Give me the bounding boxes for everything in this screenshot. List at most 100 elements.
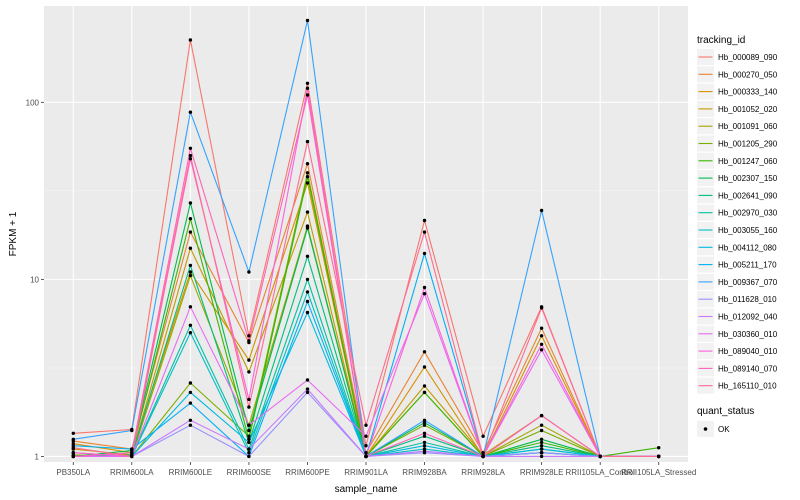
- data-point: [305, 277, 310, 282]
- data-point: [539, 208, 544, 213]
- x-tick-label: RRIM600LE: [169, 468, 213, 477]
- legend-quant-status-title: quant_status: [697, 406, 754, 417]
- data-point: [188, 270, 193, 274]
- data-point: [539, 440, 544, 445]
- data-point: [481, 434, 485, 438]
- x-tick-label: RRIM600PE: [285, 468, 329, 477]
- data-point: [305, 86, 310, 91]
- data-point: [422, 423, 427, 427]
- data-point: [188, 246, 193, 250]
- data-point: [422, 350, 427, 354]
- data-point: [305, 299, 310, 304]
- x-axis-title: sample_name: [335, 484, 398, 495]
- data-point: [539, 334, 544, 338]
- legend-entry-label: Hb_001205_290: [718, 140, 778, 149]
- data-point: [422, 421, 427, 425]
- legend-entry-label: Hb_012092_040: [718, 313, 778, 322]
- data-point: [247, 270, 251, 274]
- x-tick-label: RRIM901LA: [344, 468, 388, 477]
- legend-entry-label: Hb_001091_060: [718, 122, 778, 131]
- data-point: [305, 93, 310, 97]
- legend-entry-label: Hb_001247_060: [718, 157, 778, 166]
- data-point: [364, 454, 368, 459]
- data-point: [305, 171, 310, 175]
- data-point: [539, 306, 544, 310]
- legend-title: tracking_id: [697, 35, 745, 46]
- x-tick-label: RRIM600SE: [227, 468, 271, 477]
- data-point: [188, 146, 193, 150]
- data-point: [364, 444, 368, 448]
- x-axis: PB350LA RRIM600LA RRIM600LE RRIM600SE RRIM60…: [56, 462, 696, 477]
- data-point: [247, 437, 251, 441]
- data-point: [598, 454, 602, 459]
- data-point: [364, 434, 368, 438]
- data-point: [247, 358, 251, 362]
- data-point: [188, 323, 193, 327]
- data-point: [422, 434, 427, 438]
- data-point: [539, 451, 544, 455]
- data-point: [539, 342, 544, 346]
- legend-entry-label: Hb_001052_020: [718, 105, 778, 114]
- data-point: [481, 454, 485, 459]
- data-point: [71, 431, 76, 435]
- data-point: [188, 305, 193, 309]
- data-point: [364, 451, 368, 455]
- data-point: [305, 387, 310, 391]
- data-point: [188, 390, 193, 395]
- legend-entry-label: Hb_000333_140: [718, 88, 778, 97]
- y-tick-label: 10: [30, 275, 39, 284]
- data-point: [364, 423, 368, 427]
- data-point: [305, 162, 310, 166]
- data-point: [422, 218, 427, 223]
- data-point: [305, 210, 310, 214]
- legend-entry-label: Hb_005211_170: [718, 261, 777, 270]
- data-point: [422, 444, 427, 448]
- data-point: [188, 401, 193, 405]
- data-point: [305, 378, 310, 382]
- data-point: [71, 454, 76, 459]
- data-points: [71, 18, 661, 459]
- legend-entry-label: Hb_089140_070: [718, 364, 778, 373]
- data-point: [130, 447, 134, 451]
- legend-entry-label: Hb_030360_010: [718, 330, 778, 339]
- data-point: [188, 263, 193, 268]
- data-point: [305, 226, 310, 230]
- data-point: [130, 428, 134, 433]
- data-point: [539, 428, 544, 433]
- data-point: [247, 339, 251, 343]
- data-point: [305, 81, 310, 86]
- data-point: [247, 397, 251, 402]
- x-tick-label: PB350LA: [56, 468, 90, 477]
- data-point: [305, 18, 310, 23]
- legend-entry-label: Hb_004112_080: [718, 243, 777, 252]
- legend: tracking_id Hb_000089_090 Hb_000270_050 Hb…: [697, 35, 778, 394]
- y-tick-label: 1: [35, 452, 40, 461]
- data-point: [422, 431, 427, 435]
- data-point: [305, 254, 310, 258]
- data-point: [247, 405, 251, 409]
- legend-quant-status-label: OK: [718, 425, 730, 434]
- legend-entry-label: Hb_002641_090: [718, 191, 778, 200]
- y-tick-label: 100: [26, 98, 40, 107]
- y-axis: 1 10 100: [26, 98, 44, 461]
- data-point: [305, 139, 310, 144]
- data-point: [247, 423, 251, 427]
- data-point: [422, 285, 427, 290]
- data-point: [539, 447, 544, 451]
- x-tick-label: RRIM600LA: [110, 468, 154, 477]
- data-point: [130, 451, 134, 455]
- data-point: [422, 449, 427, 453]
- x-tick-label: RRIM928BA: [402, 468, 447, 477]
- legend-entry-label: Hb_003055_160: [718, 226, 778, 235]
- legend-entry-label: Hb_000089_090: [718, 53, 778, 62]
- data-point: [422, 292, 427, 296]
- data-point: [247, 370, 251, 374]
- data-point: [188, 201, 193, 205]
- data-point: [188, 418, 193, 422]
- data-point: [130, 454, 134, 459]
- data-point: [657, 446, 661, 450]
- data-point: [188, 38, 193, 42]
- data-point: [188, 423, 193, 427]
- data-point: [188, 331, 193, 335]
- legend-entry-label: Hb_009367_070: [718, 278, 778, 287]
